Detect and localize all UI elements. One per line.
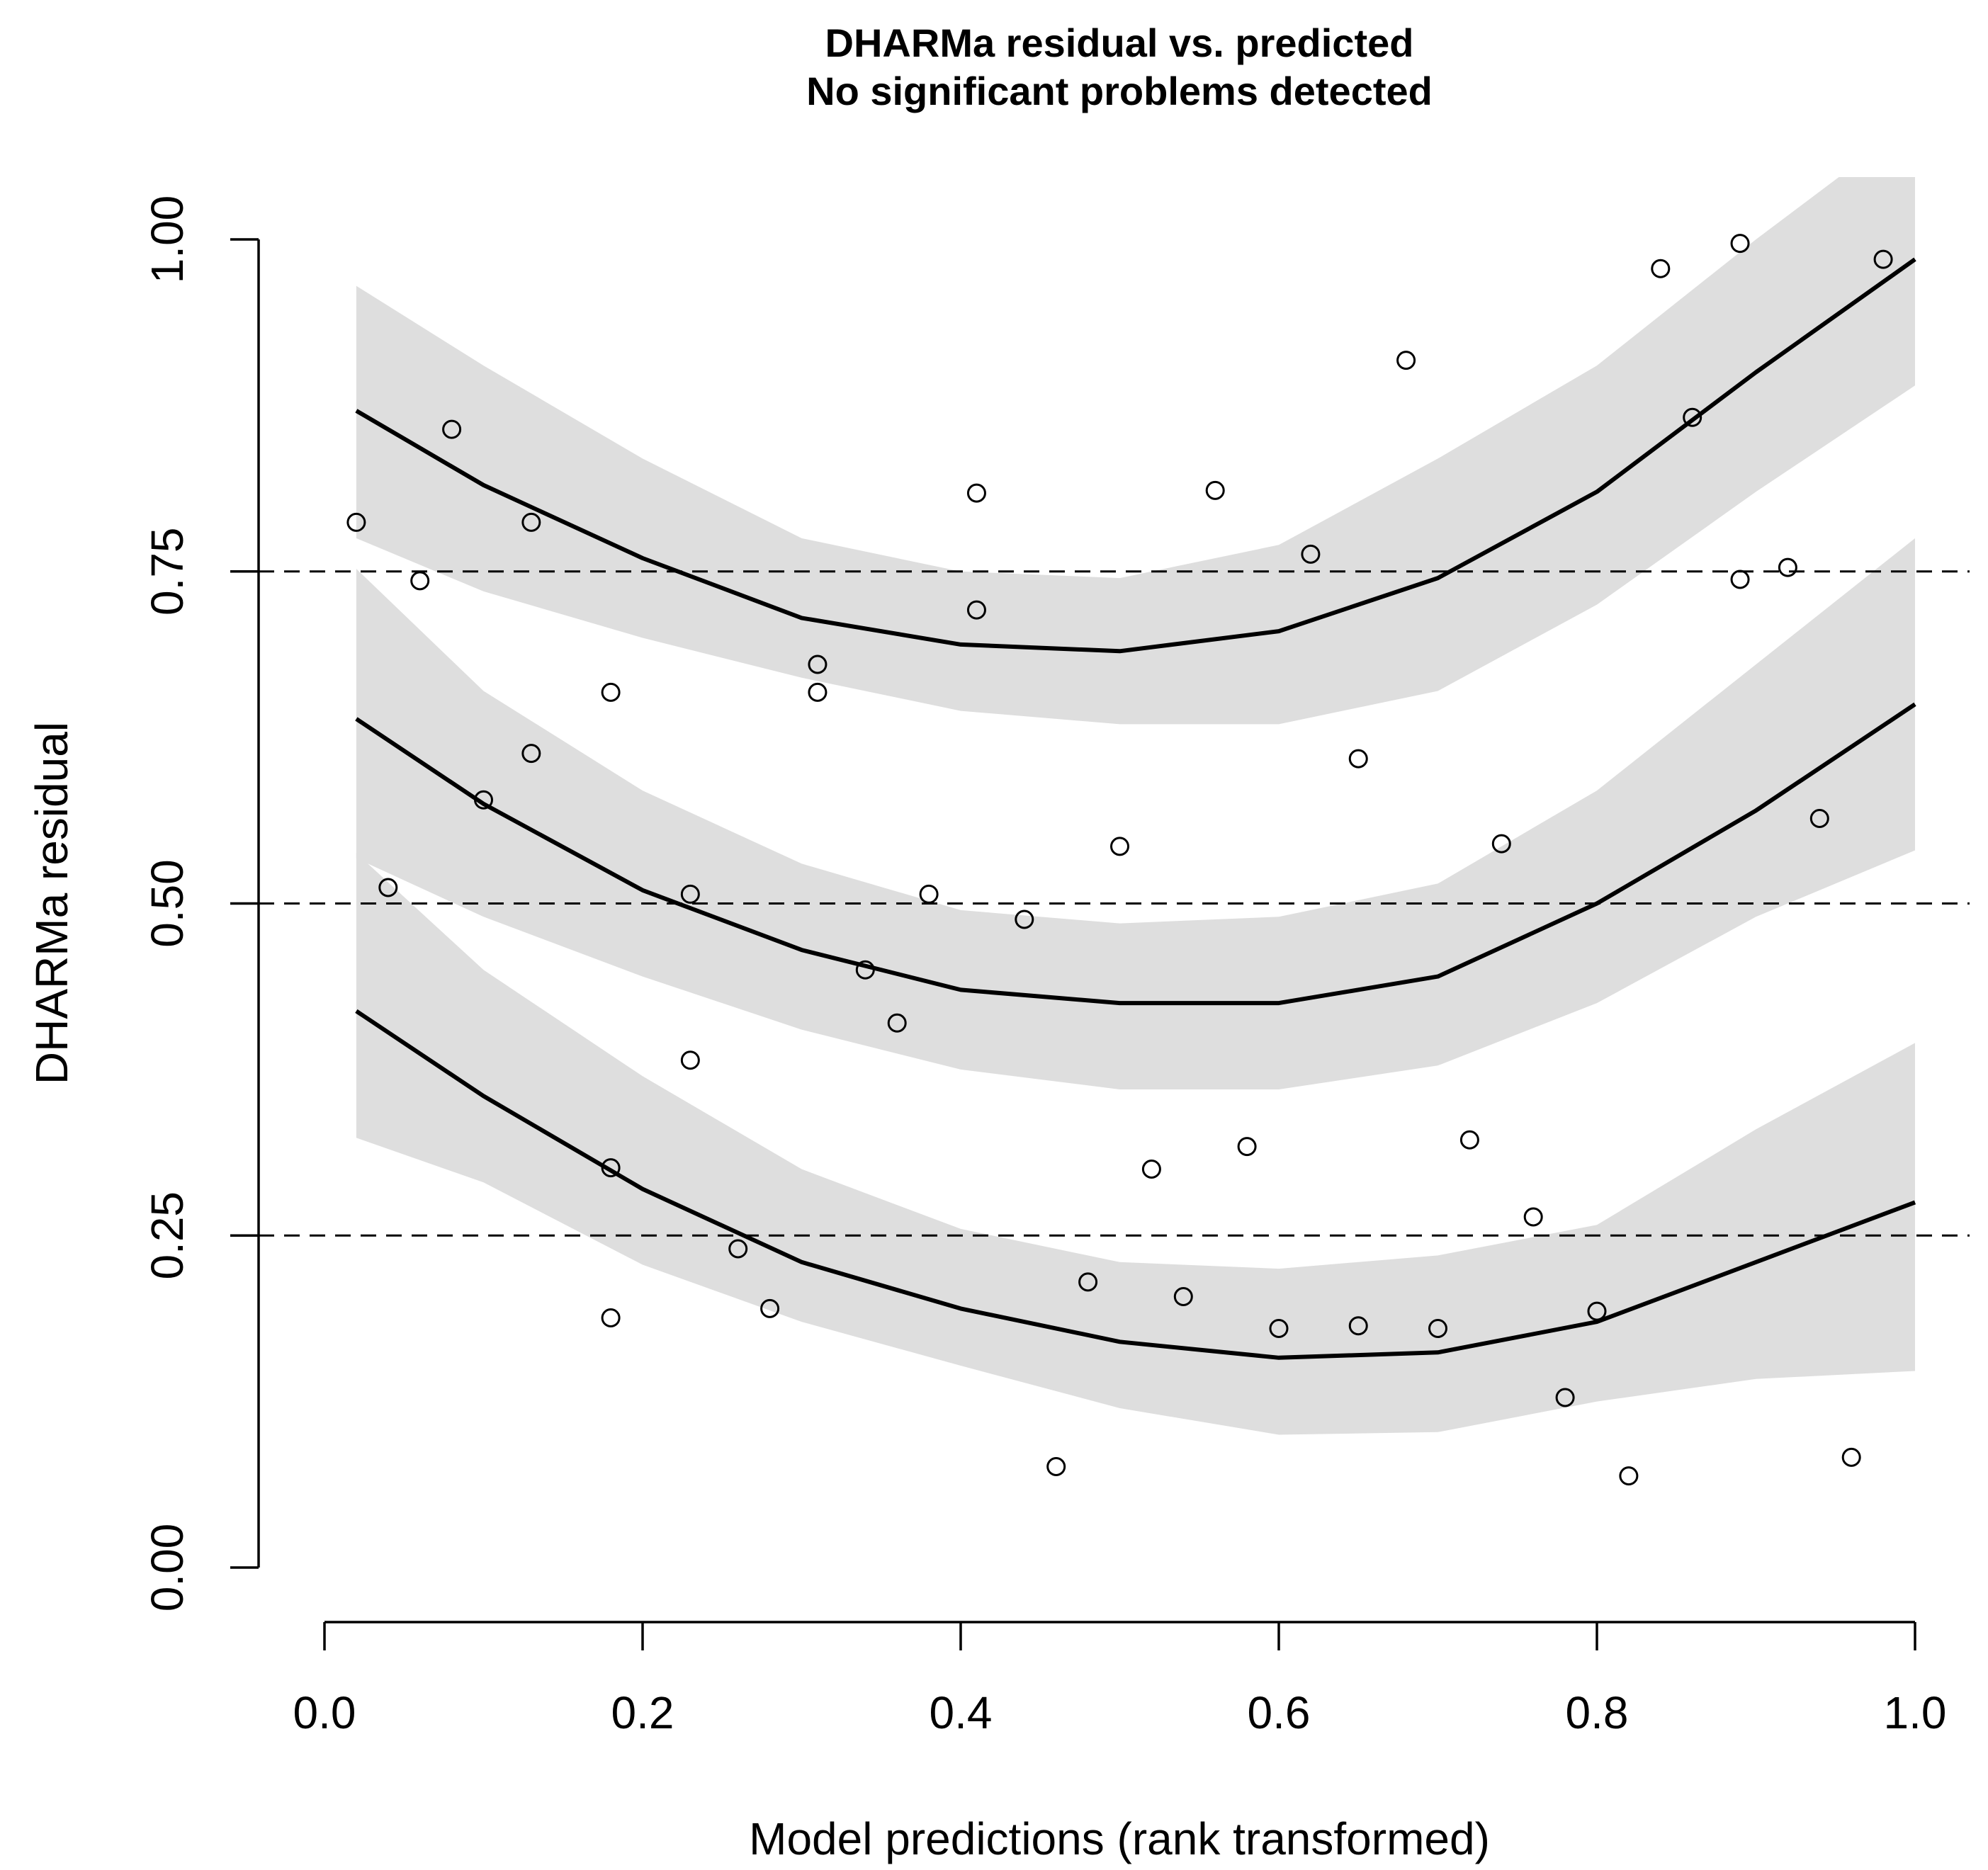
data-point xyxy=(966,600,986,620)
data-point xyxy=(808,654,828,674)
x-tick-label: 0.2 xyxy=(611,1687,674,1738)
data-point xyxy=(1459,1130,1479,1150)
chart-title: DHARMa residual vs. predicted xyxy=(825,21,1414,65)
data-point xyxy=(410,571,430,591)
data-point xyxy=(1587,1301,1607,1321)
data-point xyxy=(1683,407,1702,427)
y-tick-label: 0.75 xyxy=(142,527,193,616)
data-point xyxy=(1046,1457,1066,1476)
data-point xyxy=(808,682,828,702)
quantile-fit-line-q0.75 xyxy=(355,257,1916,654)
data-point xyxy=(1651,259,1671,278)
data-point xyxy=(1809,809,1829,828)
data-point xyxy=(760,1298,780,1318)
data-point xyxy=(1873,249,1893,269)
data-point xyxy=(887,1013,907,1033)
confidence-band-q0.5 xyxy=(356,538,1916,1089)
x-axis: 0.0 0.2 0.4 0.6 0.8 1.0 xyxy=(293,1621,1947,1738)
data-point xyxy=(442,419,462,439)
residual-points xyxy=(346,234,1893,1486)
data-point xyxy=(1078,1272,1098,1292)
data-point xyxy=(601,1158,621,1178)
data-point xyxy=(1205,480,1225,500)
data-point xyxy=(1015,910,1034,929)
data-point xyxy=(1348,1316,1368,1336)
data-point xyxy=(1428,1319,1447,1338)
y-tick-label: 1.00 xyxy=(142,196,193,284)
reference-lines xyxy=(259,570,1970,1237)
data-point xyxy=(521,744,541,764)
quantile-fit-lines xyxy=(355,257,1916,1360)
y-tick-label: 0.50 xyxy=(142,859,193,948)
data-point xyxy=(966,483,986,503)
data-point xyxy=(1348,749,1368,769)
data-point xyxy=(1523,1207,1543,1227)
confidence-band-q0.25 xyxy=(356,853,1916,1435)
data-point xyxy=(1269,1319,1289,1338)
data-point xyxy=(378,878,398,897)
data-point xyxy=(521,512,541,532)
y-axis: 0.00 0.25 0.50 0.75 1.00 xyxy=(142,196,260,1612)
x-axis-label: Model predictions (rank transformed) xyxy=(749,1813,1490,1864)
data-point xyxy=(728,1239,748,1259)
data-point xyxy=(1778,557,1797,577)
data-point xyxy=(919,884,939,904)
x-tick-label: 0.8 xyxy=(1566,1687,1629,1738)
data-point xyxy=(1841,1447,1861,1467)
data-point xyxy=(1237,1137,1257,1157)
data-point xyxy=(1730,570,1750,589)
x-tick-label: 0.0 xyxy=(293,1687,356,1738)
data-point xyxy=(855,960,875,980)
data-point xyxy=(1555,1388,1575,1407)
y-tick-label: 0.00 xyxy=(142,1524,193,1612)
x-tick-label: 0.6 xyxy=(1248,1687,1311,1738)
data-point xyxy=(680,884,700,904)
data-point xyxy=(1301,544,1321,564)
y-axis-label: DHARMa residual xyxy=(26,722,77,1084)
x-tick-label: 1.0 xyxy=(1884,1687,1947,1738)
data-point xyxy=(474,790,493,810)
data-point xyxy=(1491,834,1511,854)
data-point xyxy=(1173,1287,1193,1306)
data-point xyxy=(1619,1466,1639,1486)
data-point xyxy=(680,1050,700,1070)
data-point xyxy=(1396,351,1416,370)
data-point xyxy=(1730,234,1750,254)
chart-subtitle: No significant problems detected xyxy=(806,69,1433,113)
y-tick-label: 0.25 xyxy=(142,1191,193,1280)
data-point xyxy=(601,1308,621,1327)
data-point xyxy=(1141,1160,1161,1179)
quantile-fit-line-q0.5 xyxy=(355,702,1916,1006)
data-point xyxy=(1110,837,1129,856)
data-point xyxy=(601,682,621,702)
confidence-bands xyxy=(356,177,1916,1435)
quantile-fit-line-q0.25 xyxy=(355,1009,1916,1360)
x-tick-label: 0.4 xyxy=(930,1687,993,1738)
confidence-band-q0.75 xyxy=(356,177,1915,725)
data-point xyxy=(346,512,366,532)
